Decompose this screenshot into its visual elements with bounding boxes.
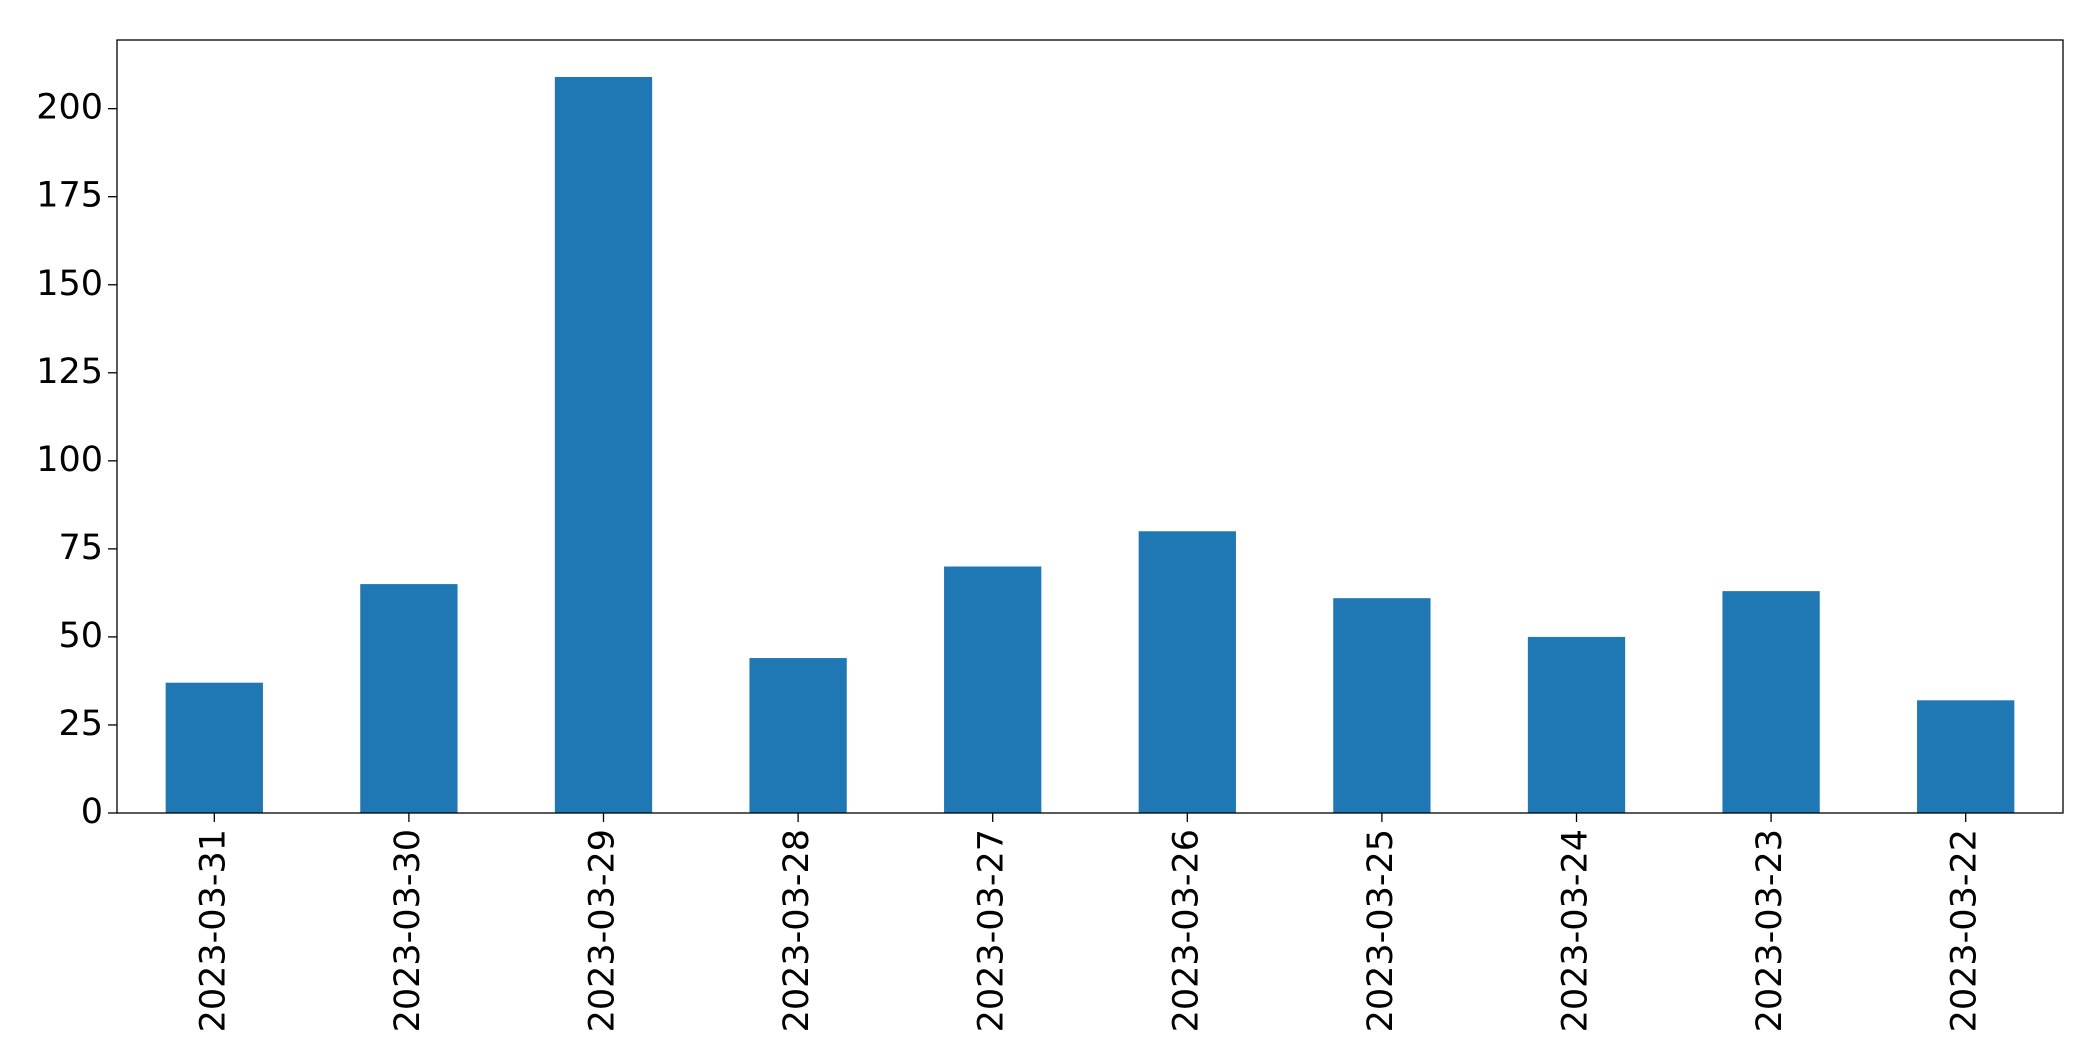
- x-tick-label: 2023-03-31: [193, 829, 233, 1032]
- y-tick-label: 175: [36, 176, 103, 216]
- bar: [554, 76, 653, 813]
- x-tick-label: 2023-03-30: [388, 829, 428, 1032]
- y-tick-label: 150: [36, 264, 103, 304]
- y-tick-label: 100: [36, 440, 103, 480]
- y-tick-label: 25: [58, 704, 103, 744]
- x-tick-label: 2023-03-28: [777, 829, 817, 1032]
- x-tick-label: 2023-03-26: [1166, 829, 1206, 1032]
- plot-frame: [116, 39, 2064, 814]
- x-tick-label: 2023-03-24: [1556, 829, 1596, 1032]
- bar: [1722, 591, 1820, 813]
- x-tick-label: 2023-03-22: [1945, 829, 1985, 1032]
- bar: [944, 566, 1042, 813]
- x-tick-label: 2023-03-23: [1750, 829, 1790, 1032]
- x-tick-label: 2023-03-25: [1361, 829, 1401, 1032]
- bar: [165, 682, 263, 813]
- y-tick-label: 75: [58, 528, 103, 568]
- y-tick-label: 50: [58, 616, 103, 656]
- bar: [1138, 531, 1236, 813]
- x-tick-label: 2023-03-29: [583, 829, 623, 1032]
- x-tick-label: 2023-03-27: [972, 829, 1012, 1032]
- bar: [1527, 636, 1626, 813]
- bar: [749, 658, 847, 813]
- y-tick-label: 0: [81, 792, 103, 832]
- bar: [1333, 598, 1431, 813]
- bar: [1917, 700, 2015, 813]
- bar: [360, 584, 458, 813]
- y-tick-label: 125: [36, 352, 103, 392]
- y-tick-label: 200: [36, 88, 103, 128]
